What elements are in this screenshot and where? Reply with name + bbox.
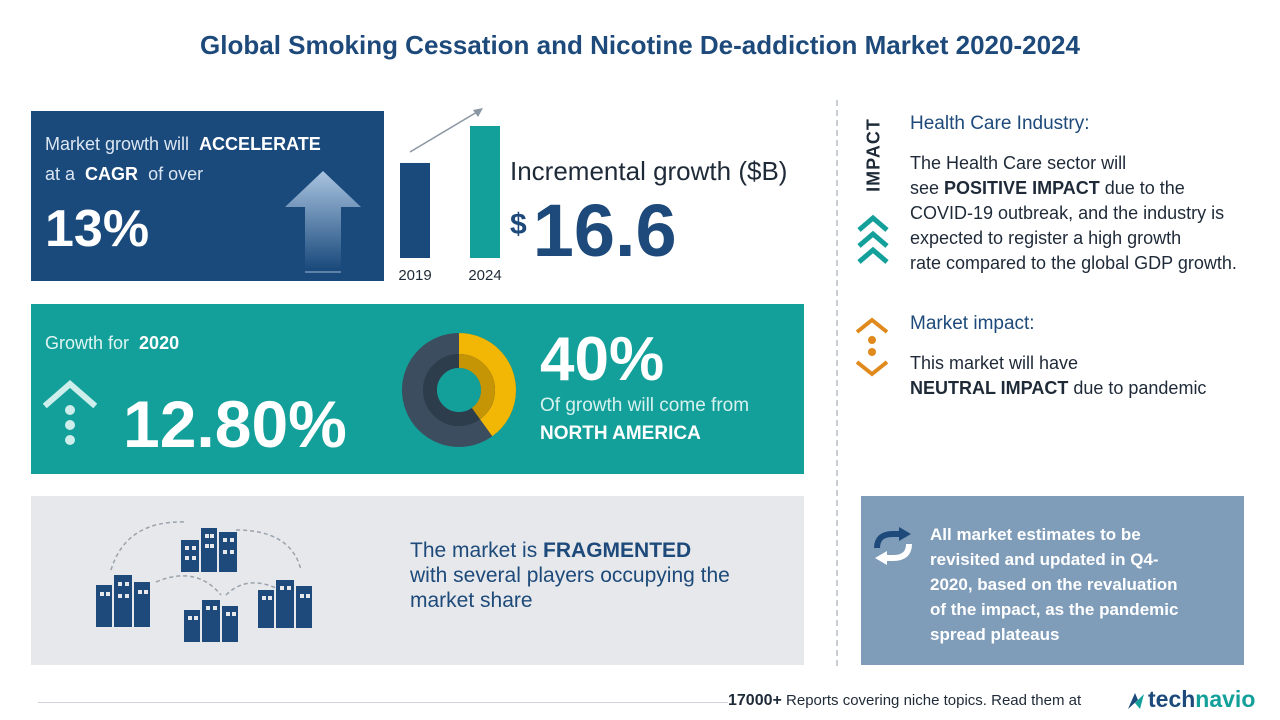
note-line-4: of the impact, as the pandemic xyxy=(930,600,1179,619)
currency-symbol: $ xyxy=(510,208,527,241)
technavio-logo[interactable]: technavio xyxy=(1126,686,1255,713)
cagr-accelerate: ACCELERATE xyxy=(199,134,321,154)
growth-arrow-icon xyxy=(43,380,97,445)
cagr-emph: CAGR xyxy=(85,164,139,184)
estimates-note-text: All market estimates to be revisited and… xyxy=(930,522,1220,647)
cagr-line-2: at a CAGR of over xyxy=(45,164,203,185)
bar-2019 xyxy=(400,162,430,258)
cagr-line-2-suffix: of over xyxy=(148,164,204,184)
technavio-mark-icon xyxy=(1128,692,1144,709)
trend-arrow-head xyxy=(473,108,483,117)
donut-share-arc xyxy=(402,333,516,447)
note-line-5: spread plateaus xyxy=(930,625,1060,644)
note-line-2: revisited and updated in Q4- xyxy=(930,550,1159,569)
brand-navio: navio xyxy=(1195,686,1256,712)
buildings-network-icon xyxy=(96,521,312,642)
cagr-line-2-prefix: at a xyxy=(45,164,76,184)
donut-inner-arc xyxy=(423,354,495,426)
growth-panel: Growth for 2020 12.80% 40% Of growth wil… xyxy=(31,304,804,474)
incremental-growth-label: Incremental growth ($B) xyxy=(510,156,788,186)
incremental-growth-value: $16.6 xyxy=(510,188,677,273)
fragmented-emph: FRAGMENTED xyxy=(543,539,692,562)
note-line-1: All market estimates to be xyxy=(930,525,1141,544)
mi-line-2-suffix: due to pandemic xyxy=(1073,378,1207,398)
page-title: Global Smoking Cessation and Nicotine De… xyxy=(200,30,1080,60)
incremental-number: 16.6 xyxy=(532,189,677,272)
trend-arrow-line xyxy=(409,111,478,153)
region-share-value: 40% xyxy=(540,325,665,394)
bar-label-2024: 2024 xyxy=(468,267,501,284)
positive-impact: POSITIVE IMPACT xyxy=(944,178,1100,198)
market-impact-text: This market will have NEUTRAL IMPACT due… xyxy=(910,351,1270,401)
cagr-panel: Market growth will ACCELERATE at a CAGR … xyxy=(31,111,384,281)
cagr-line-1-prefix: Market growth will xyxy=(45,134,190,154)
neutral-impact: NEUTRAL IMPACT xyxy=(910,378,1069,398)
hc-line-2-suffix: due to the xyxy=(1104,178,1185,198)
footer-text: 17000+ Reports covering niche topics. Re… xyxy=(728,692,1081,710)
neutral-impact-icon xyxy=(855,317,889,377)
chevron-up-icon xyxy=(857,214,889,264)
fragmented-panel: The market is FRAGMENTED with several pl… xyxy=(31,496,804,665)
fragmented-text: The market is FRAGMENTED with several pl… xyxy=(410,538,730,613)
estimates-note-panel: All market estimates to be revisited and… xyxy=(861,496,1244,665)
hc-line-4: expected to register a high growth xyxy=(910,228,1182,248)
region-name: NORTH AMERICA xyxy=(540,423,701,444)
region-share-donut xyxy=(402,333,516,447)
growth-label-prefix: Growth for xyxy=(45,333,130,353)
incremental-bar-chart: 2019 2024 xyxy=(398,108,502,284)
mi-line-1: This market will have xyxy=(910,353,1079,373)
growth-label: Growth for 2020 xyxy=(45,333,179,354)
hc-line-3: COVID-19 outbreak, and the industry is xyxy=(910,203,1225,223)
hc-line-1: The Health Care sector will xyxy=(910,153,1127,173)
arrow-up-icon xyxy=(285,171,361,273)
fragmented-line-2: with several players occupying the xyxy=(410,564,730,587)
impact-vertical-label: IMPACT xyxy=(852,118,896,192)
market-impact-title: Market impact: xyxy=(910,313,1035,334)
fragmented-line-3: market share xyxy=(410,589,533,612)
growth-year: 2020 xyxy=(139,333,180,353)
footer-caption: Reports covering niche topics. Read them… xyxy=(786,692,1082,709)
column-divider xyxy=(836,100,838,666)
bar-label-2019: 2019 xyxy=(398,267,431,284)
hc-line-2-prefix: see xyxy=(910,178,940,198)
cagr-line-1: Market growth will ACCELERATE xyxy=(45,134,321,155)
bar-2024 xyxy=(470,126,500,258)
footer-divider xyxy=(38,702,728,703)
report-count: 17000+ xyxy=(728,692,782,709)
health-care-text: The Health Care sector will see POSITIVE… xyxy=(910,151,1270,276)
refresh-icon xyxy=(874,527,912,565)
growth-value: 12.80% xyxy=(123,387,347,461)
health-care-title: Health Care Industry: xyxy=(910,113,1090,134)
impact-label-text: IMPACT xyxy=(863,118,884,192)
note-line-3: 2020, based on the revaluation xyxy=(930,575,1178,594)
hc-line-5: rate compared to the global GDP growth. xyxy=(910,253,1237,273)
region-share-text: Of growth will come from xyxy=(540,395,750,416)
fragmented-prefix: The market is xyxy=(410,539,538,562)
cagr-value: 13% xyxy=(45,200,150,258)
brand-tech: tech xyxy=(1148,686,1196,712)
